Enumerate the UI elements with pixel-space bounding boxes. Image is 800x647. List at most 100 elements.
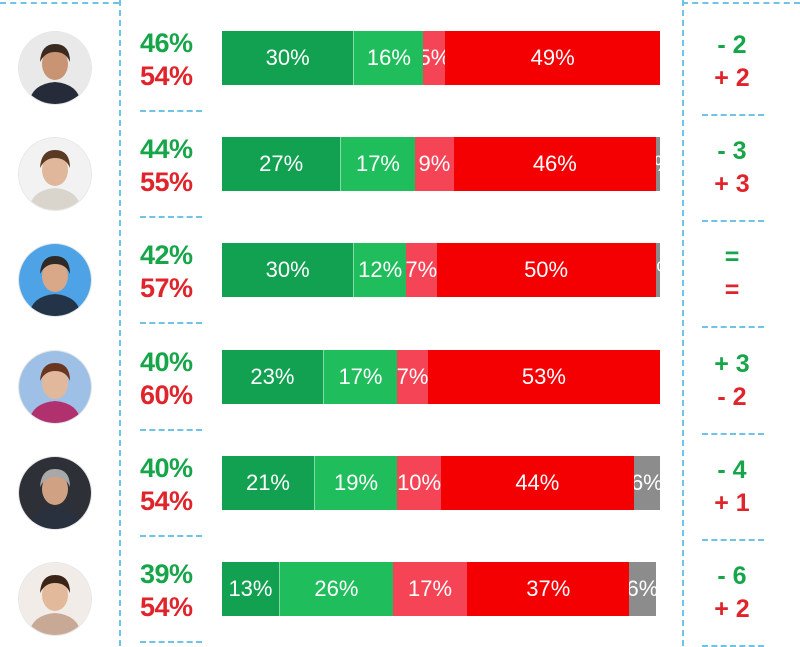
positive-percentage: 44% (140, 134, 206, 165)
segment-label: 2% (656, 257, 660, 283)
person-avatar (19, 563, 91, 635)
bar-segment: 21% (222, 456, 314, 510)
bar-segment: 7% (397, 350, 428, 404)
negative-percentage: 57% (140, 273, 206, 304)
segment-label: 30% (266, 45, 310, 71)
bar-segment: 53% (428, 350, 660, 404)
person-avatar (19, 138, 91, 210)
negative-percentage: 55% (140, 167, 206, 198)
person-avatar (19, 244, 91, 316)
stacked-bar: 30%16%5%49%0% (222, 31, 660, 85)
segment-label: 13% (228, 576, 272, 602)
top-divider (0, 2, 119, 4)
bar-segment: 50% (437, 243, 656, 297)
negative-change: + 1 (696, 487, 768, 520)
row-divider (140, 641, 202, 643)
segment-label: 6% (634, 470, 660, 496)
bar-segment: 16% (353, 31, 423, 85)
bar-segment: 30% (222, 243, 353, 297)
bar-segment: 1% (656, 137, 660, 191)
positive-change: = (696, 241, 768, 274)
positive-percentage: 40% (140, 347, 206, 378)
separator-right (682, 0, 684, 646)
bar-segment: 10% (397, 456, 441, 510)
positive-change: - 4 (696, 454, 768, 487)
segment-label: 17% (338, 364, 382, 390)
stacked-bar: 13% 26% 17%37%6% (222, 562, 660, 616)
top-divider (682, 2, 800, 4)
bar-segment: 17% (393, 562, 467, 616)
positive-change: - 2 (696, 29, 768, 62)
positive-percentage: 39% (140, 559, 206, 590)
segment-label: 7% (406, 257, 437, 283)
positive-percentage: 40% (140, 453, 206, 484)
segment-label: 50% (524, 257, 568, 283)
segment-label: 19% (334, 470, 378, 496)
person-avatar (19, 351, 91, 423)
bar-segment: 19% (314, 456, 397, 510)
segment-label: 1% (656, 151, 660, 177)
stacked-bar: 27% 17% 9% 46% 1% (222, 137, 660, 191)
bar-segment: 7% (406, 243, 437, 297)
bar-segment: 17% (323, 350, 397, 404)
bar-segment: 6% (634, 456, 660, 510)
negative-change: = (696, 274, 768, 307)
positive-change: - 6 (696, 560, 768, 593)
bar-segment: 27% (222, 137, 340, 191)
bar-segment: 6% (629, 562, 655, 616)
bar-segment: 17% (340, 137, 414, 191)
row-divider (140, 322, 202, 324)
negative-change: + 2 (696, 593, 768, 626)
negative-percentage: 54% (140, 592, 206, 623)
row-divider (702, 114, 764, 116)
segment-label: 46% (533, 151, 577, 177)
segment-label: 9% (419, 151, 451, 177)
positive-percentage: 42% (140, 240, 206, 271)
segment-label: 30% (266, 257, 310, 283)
stacked-bar: 21% 19% 10% 44% 6% (222, 456, 660, 510)
separator-left (119, 0, 121, 646)
segment-label: 53% (522, 364, 566, 390)
segment-label: 10% (397, 470, 441, 496)
negative-percentage: 60% (140, 380, 206, 411)
row-divider (140, 216, 202, 218)
segment-label: 6% (629, 576, 655, 602)
bar-segment: 13% (222, 562, 279, 616)
person-avatar (19, 32, 91, 104)
stacked-bar: 23%17%7%53%1% (222, 350, 660, 404)
negative-change: - 2 (696, 381, 768, 414)
bar-segment: 5% (423, 31, 445, 85)
segment-label: 27% (259, 151, 303, 177)
bar-segment: 49% (445, 31, 660, 85)
negative-change: + 2 (696, 62, 768, 95)
segment-label: 21% (246, 470, 290, 496)
row-divider (702, 539, 764, 541)
segment-label: 23% (250, 364, 294, 390)
positive-change: - 3 (696, 135, 768, 168)
person-avatar (19, 457, 91, 529)
row-divider (140, 110, 202, 112)
row-divider (140, 429, 202, 431)
segment-label: 17% (356, 151, 400, 177)
bar-segment: 30% (222, 31, 353, 85)
segment-label: 7% (397, 364, 428, 390)
stacked-bar: 30%12%7%50%2% (222, 243, 660, 297)
positive-percentage: 46% (140, 28, 206, 59)
negative-percentage: 54% (140, 486, 206, 517)
bar-segment: 37% (467, 562, 629, 616)
bar-segment: 44% (441, 456, 634, 510)
segment-label: 49% (531, 45, 575, 71)
segment-label: 26% (314, 576, 358, 602)
bar-segment: 26% (279, 562, 393, 616)
row-divider (702, 326, 764, 328)
negative-change: + 3 (696, 168, 768, 201)
row-divider (140, 535, 202, 537)
row-divider (702, 220, 764, 222)
segment-label: 5% (423, 45, 445, 71)
segment-label: 44% (515, 470, 559, 496)
row-divider (702, 433, 764, 435)
positive-change: + 3 (696, 348, 768, 381)
bar-segment: 9% (415, 137, 454, 191)
segment-label: 16% (367, 45, 411, 71)
bar-segment: 2% (656, 243, 660, 297)
